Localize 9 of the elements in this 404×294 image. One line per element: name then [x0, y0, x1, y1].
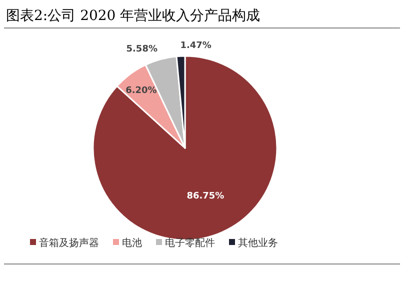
legend-label: 其他业务 [238, 237, 278, 249]
data-label: 6.20% [126, 86, 157, 96]
legend-label: 电池 [122, 237, 142, 249]
data-label: 1.47% [180, 41, 212, 52]
legend-label: 电子零配件 [165, 237, 215, 249]
legend-label: 音箱及扬声器 [39, 237, 99, 249]
data-label: 86.75% [186, 191, 224, 202]
data-label: 5.58% [126, 44, 158, 55]
chart-title: 图表2:公司 2020 年营业收入分产品构成 [6, 8, 260, 24]
